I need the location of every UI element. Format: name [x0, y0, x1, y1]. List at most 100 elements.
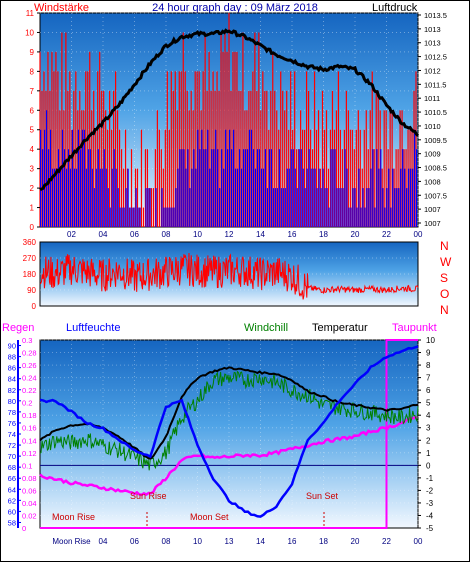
humidity-tick-label: 84: [8, 375, 16, 384]
hour-tick-label: 08: [162, 230, 171, 239]
temperature-tick-label: 3: [426, 424, 431, 433]
rain-tick-label: 0.16: [22, 424, 37, 433]
humidity-tick-label: 58: [8, 518, 16, 527]
compass-label: N: [440, 239, 449, 253]
humidity-tick-label: 72: [8, 441, 16, 450]
rain-tick-label: 0.14: [22, 436, 37, 445]
hour-tick-label: Moon Rise: [52, 537, 91, 546]
rain-tick-label: 0.18: [22, 411, 37, 420]
rain-tick-label: 0.02: [22, 511, 37, 520]
wind-tick-label: 11: [26, 9, 35, 18]
climate-panel: Regen Luftfeuchte Windchill Temperatur T…: [2, 322, 437, 546]
pressure-tick-label: 1007: [424, 205, 441, 214]
humidity-tick-label: 82: [8, 386, 16, 395]
rain-line: [40, 339, 418, 529]
hour-tick-label: 16: [288, 537, 297, 546]
moonset-label: Moon Set: [190, 512, 229, 522]
wind-tick-label: 8: [30, 67, 35, 76]
wind-tick-label: 2: [30, 184, 35, 193]
pressure-tick-label: 1013.5: [424, 11, 447, 20]
temperature-tick-label: -3: [426, 499, 434, 508]
rain-tick-label: 0.08: [22, 474, 37, 483]
hour-tick-label: 18: [319, 537, 328, 546]
humidity-tick-label: 62: [8, 496, 16, 505]
hour-tick-label: 13: [225, 537, 234, 546]
pressure-tick-label: 1012.5: [424, 53, 447, 62]
temperature-tick-label: 5: [426, 399, 431, 408]
direction-tick-label: 180: [23, 270, 37, 279]
wind-tick-label: 5: [30, 126, 35, 135]
pressure-tick-label: 1010.5: [424, 108, 447, 117]
dewpoint-line: [39, 415, 419, 497]
compass-label: N: [440, 303, 449, 317]
humidity-tick-label: 88: [8, 353, 16, 362]
humidity-tick-label: 86: [8, 364, 16, 373]
rain-tick-label: 0.24: [22, 374, 37, 383]
wind-direction-line: [39, 252, 419, 300]
direction-tick-label: 90: [27, 286, 36, 295]
pressure-tick-label: 1007.5: [424, 191, 447, 200]
hour-tick-label: 04: [99, 537, 108, 546]
hour-tick-label: 10: [193, 230, 202, 239]
pressure-axis-title: Luftdruck: [372, 2, 418, 14]
hour-tick-label: 20: [351, 537, 360, 546]
temperature-tick-label: 1: [426, 449, 431, 458]
temperature-legend: Temperatur: [312, 322, 368, 334]
hour-tick-label: 10: [193, 537, 202, 546]
wind-tick-label: 9: [30, 48, 35, 57]
climate-hour-ticks: Moon Rise 04 06 08 10 13 14 16 18 20 22 00: [52, 537, 423, 546]
hour-tick-label: 00: [414, 230, 423, 239]
humidity-tick-label: 80: [8, 397, 16, 406]
hour-tick-label: 14: [256, 230, 265, 239]
dewpoint-legend: Taupunkt: [392, 322, 437, 334]
humidity-tick-label: 74: [8, 430, 16, 439]
wind-pressure-panel: Windstärke 24 hour graph day : 09 März 2…: [25, 2, 447, 239]
rain-axis-title: Regen: [2, 322, 34, 334]
rain-tick-label: 0.06: [22, 486, 37, 495]
pressure-tick-label: 1007: [424, 219, 441, 228]
direction-degree-ticks: 360 270 180 90 0: [23, 238, 37, 311]
pressure-tick-label: 1011: [424, 94, 440, 103]
rain-tick-label: 0.26: [22, 361, 37, 370]
humidity-tick-label: 76: [8, 419, 16, 428]
hour-tick-label: 08: [162, 537, 171, 546]
direction-tick-label: 360: [23, 238, 37, 247]
temperature-tick-label: 4: [426, 411, 431, 420]
hour-tick-label: 04: [99, 230, 108, 239]
wind-tick-label: 10: [25, 28, 34, 37]
pressure-tick-label: 1008.5: [424, 164, 447, 173]
humidity-tick-label: 78: [8, 408, 16, 417]
humidity-ticks: 90 88 86 84 82 80 78 76 74 72 70 68 66 64 62 60 58: [8, 340, 21, 528]
wind-tick-label: 1: [30, 204, 35, 213]
pressure-tick-label: 1009.5: [424, 136, 447, 145]
hour-tick-label: 06: [130, 537, 139, 546]
hour-tick-label: 06: [130, 230, 139, 239]
humidity-tick-label: 66: [8, 474, 16, 483]
hour-tick-label: 18: [319, 230, 328, 239]
wind-tick-label: 4: [30, 145, 35, 154]
temperature-tick-label: 8: [426, 361, 431, 370]
temperature-tick-label: 0: [426, 461, 431, 470]
temperature-tick-label: -2: [426, 486, 434, 495]
humidity-tick-label: 68: [8, 463, 16, 472]
direction-plot-area: [39, 241, 419, 307]
pressure-tick-label: 1010: [424, 122, 441, 131]
rain-tick-label: 0.22: [22, 386, 37, 395]
wind-speed-bars: [39, 13, 418, 227]
direction-tick-label: 270: [23, 254, 37, 263]
wind-hour-ticks: 02 04 06 08 10 12 14 16 18 20 22 00: [67, 230, 423, 239]
rain-tick-label: 0.12: [22, 449, 37, 458]
hour-tick-label: 22: [382, 230, 391, 239]
pressure-tick-label: 1013: [424, 39, 441, 48]
direction-tick-label: 0: [32, 302, 37, 311]
humidity-tick-label: 90: [8, 342, 16, 351]
humidity-line: [39, 345, 419, 518]
wind-tick-label: 0: [30, 223, 35, 232]
pressure-tick-label: 1008: [424, 177, 441, 186]
hour-tick-label: 14: [256, 537, 265, 546]
pressure-tick-label: 1009: [424, 150, 441, 159]
temperature-tick-label: 9: [426, 349, 431, 358]
